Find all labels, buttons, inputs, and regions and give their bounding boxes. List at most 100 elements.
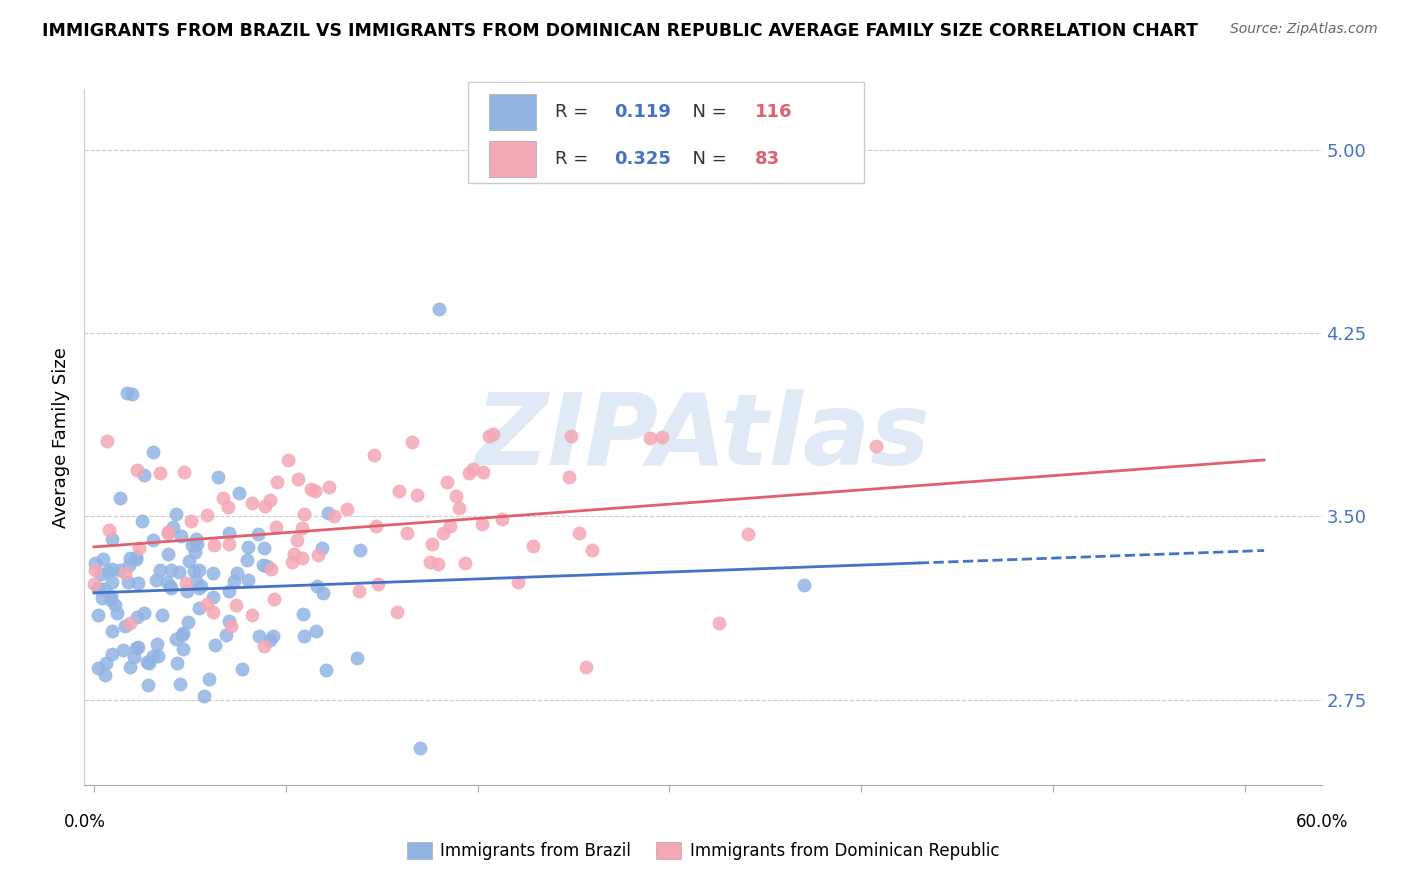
Point <box>162 520 184 534</box>
Point <box>172 626 194 640</box>
Point <box>266 475 288 489</box>
Point <box>793 578 815 592</box>
Point <box>218 537 240 551</box>
Point <box>364 518 387 533</box>
Point <box>120 615 142 630</box>
Point <box>159 579 181 593</box>
Point <box>101 647 124 661</box>
Point <box>405 488 427 502</box>
Point <box>156 526 179 541</box>
Point <box>127 640 149 654</box>
Point <box>150 607 173 622</box>
Point <box>87 581 110 595</box>
Point <box>240 607 263 622</box>
Point <box>127 462 149 476</box>
Point <box>148 648 170 663</box>
Point <box>253 499 276 513</box>
Point <box>188 563 211 577</box>
Point <box>118 558 141 572</box>
Point <box>188 600 211 615</box>
Point <box>707 615 730 630</box>
Point <box>132 467 155 482</box>
Point <box>195 597 218 611</box>
Point <box>83 577 105 591</box>
Point <box>316 506 339 520</box>
Point <box>117 574 139 589</box>
Text: N =: N = <box>681 103 733 121</box>
Point <box>125 551 148 566</box>
Point <box>420 537 443 551</box>
Point <box>217 500 239 515</box>
Point <box>292 508 315 522</box>
Point <box>174 576 197 591</box>
Point <box>236 573 259 587</box>
Point <box>97 564 120 578</box>
Point <box>426 558 449 572</box>
Point <box>491 512 513 526</box>
Point <box>132 606 155 620</box>
Point <box>439 519 461 533</box>
Point <box>482 427 505 442</box>
Point <box>100 562 122 576</box>
Text: N =: N = <box>681 150 733 168</box>
Point <box>292 607 315 621</box>
Point <box>865 439 887 453</box>
Point <box>90 591 112 605</box>
Point <box>349 584 371 599</box>
Point <box>568 525 591 540</box>
Point <box>101 532 124 546</box>
Point <box>291 550 314 565</box>
Point <box>207 470 229 484</box>
Point <box>247 629 270 643</box>
Point <box>312 585 335 599</box>
Point <box>436 475 458 490</box>
Point <box>138 656 160 670</box>
Point <box>461 461 484 475</box>
Point <box>142 648 165 663</box>
Point <box>221 618 243 632</box>
Point <box>252 558 274 572</box>
Point <box>581 543 603 558</box>
Point <box>259 562 281 576</box>
Point <box>190 579 212 593</box>
Point <box>93 582 115 596</box>
Point <box>222 574 245 589</box>
Point <box>470 517 492 532</box>
Point <box>157 547 180 561</box>
Point <box>204 638 226 652</box>
Point <box>285 533 308 547</box>
Text: 0.325: 0.325 <box>614 150 671 168</box>
Point <box>651 430 673 444</box>
Point <box>100 593 122 607</box>
Point <box>401 435 423 450</box>
Point <box>311 541 333 556</box>
Point <box>246 527 269 541</box>
Text: 0.0%: 0.0% <box>63 813 105 830</box>
Point <box>118 659 141 673</box>
Text: R =: R = <box>554 150 593 168</box>
Point <box>444 489 467 503</box>
Point <box>225 566 247 580</box>
Point <box>96 434 118 449</box>
Point <box>183 564 205 578</box>
Point <box>292 629 315 643</box>
Text: 83: 83 <box>755 150 780 168</box>
Point <box>281 555 304 569</box>
Point <box>193 689 215 703</box>
Point <box>558 469 581 483</box>
Point <box>287 472 309 486</box>
Text: 0.119: 0.119 <box>614 103 671 121</box>
Point <box>453 556 475 570</box>
Point <box>180 514 202 528</box>
Point <box>105 607 128 621</box>
Point <box>114 566 136 580</box>
Point <box>96 656 118 670</box>
Point <box>98 523 121 537</box>
Text: R =: R = <box>554 103 593 121</box>
Point <box>169 676 191 690</box>
Point <box>228 486 250 500</box>
FancyBboxPatch shape <box>468 82 863 183</box>
Point <box>367 577 389 591</box>
Point <box>263 592 285 607</box>
Point <box>253 639 276 653</box>
